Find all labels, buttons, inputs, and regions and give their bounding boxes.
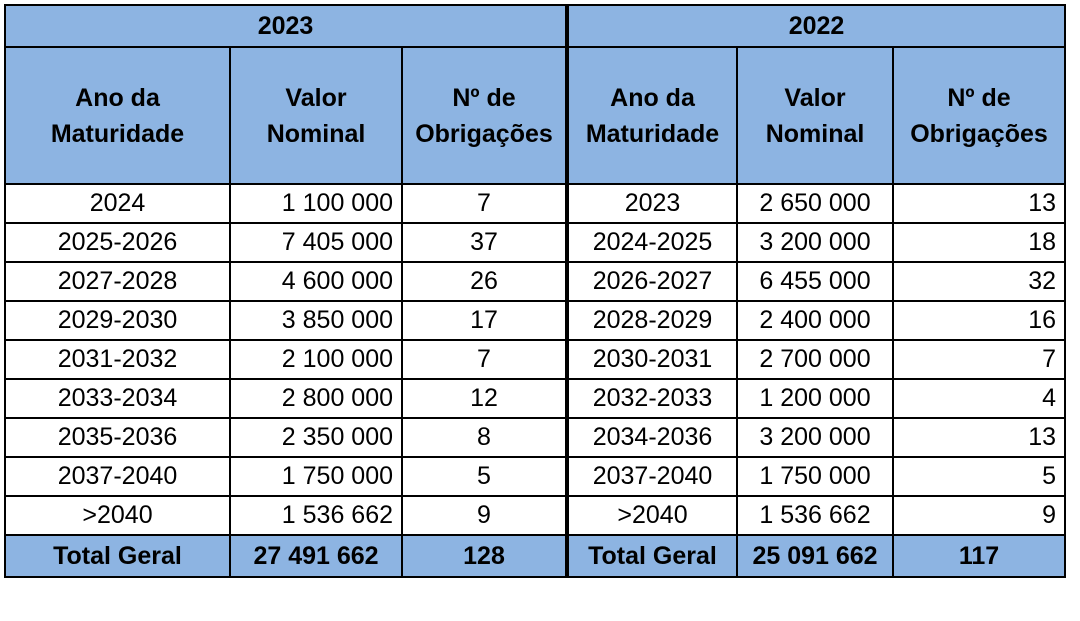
maturity-year-cell: >2040 — [565, 495, 738, 536]
total-label: Total Geral — [4, 534, 231, 578]
table-row: 2025-2026 7 405 000 37 2024-2025 3 200 000 18 — [4, 222, 1066, 263]
total-bond-count: 128 — [401, 534, 568, 578]
maturity-table: 2023 2022 Ano da Maturidade Valor Nomina… — [4, 4, 1066, 578]
maturity-year-cell: 2033-2034 — [4, 378, 231, 419]
bond-count-cell: 9 — [401, 495, 568, 536]
nominal-value-cell: 2 700 000 — [736, 339, 894, 380]
table-row: 2029-2030 3 850 000 17 2028-2029 2 400 000 16 — [4, 300, 1066, 341]
year-header-2022: 2022 — [565, 4, 1066, 48]
table-row: 2024 1 100 000 7 2023 2 650 000 13 — [4, 183, 1066, 224]
nominal-value-cell: 2 350 000 — [229, 417, 403, 458]
bond-count-cell: 32 — [892, 261, 1066, 302]
bond-count-cell: 13 — [892, 417, 1066, 458]
bond-count-cell: 7 — [401, 339, 568, 380]
total-label: Total Geral — [565, 534, 738, 578]
maturity-year-cell: 2028-2029 — [565, 300, 738, 341]
maturity-year-cell: 2032-2033 — [565, 378, 738, 419]
nominal-value-cell: 3 850 000 — [229, 300, 403, 341]
column-header-nominal-value: Valor Nominal — [736, 46, 894, 185]
nominal-value-cell: 2 650 000 — [736, 183, 894, 224]
bond-count-cell: 18 — [892, 222, 1066, 263]
table-row: >2040 1 536 662 9 >2040 1 536 662 9 — [4, 495, 1066, 536]
nominal-value-cell: 1 200 000 — [736, 378, 894, 419]
nominal-value-cell: 1 536 662 — [229, 495, 403, 536]
table-row: 2033-2034 2 800 000 12 2032-2033 1 200 000 4 — [4, 378, 1066, 419]
maturity-year-cell: 2034-2036 — [565, 417, 738, 458]
maturity-year-cell: 2030-2031 — [565, 339, 738, 380]
bond-count-cell: 8 — [401, 417, 568, 458]
column-header-maturity-year: Ano da Maturidade — [4, 46, 231, 185]
nominal-value-cell: 1 750 000 — [736, 456, 894, 497]
bond-count-cell: 13 — [892, 183, 1066, 224]
maturity-year-cell: 2035-2036 — [4, 417, 231, 458]
year-header-2023: 2023 — [4, 4, 568, 48]
maturity-year-cell: 2037-2040 — [565, 456, 738, 497]
bond-count-cell: 4 — [892, 378, 1066, 419]
nominal-value-cell: 3 200 000 — [736, 222, 894, 263]
maturity-year-cell: 2024 — [4, 183, 231, 224]
bond-count-cell: 17 — [401, 300, 568, 341]
column-header-bond-count: Nº de Obrigações — [401, 46, 568, 185]
nominal-value-cell: 6 455 000 — [736, 261, 894, 302]
maturity-table-container: 2023 2022 Ano da Maturidade Valor Nomina… — [4, 4, 1066, 578]
total-nominal-value: 25 091 662 — [736, 534, 894, 578]
maturity-year-cell: 2026-2027 — [565, 261, 738, 302]
total-row: Total Geral 27 491 662 128 Total Geral 2… — [4, 534, 1066, 578]
total-bond-count: 117 — [892, 534, 1066, 578]
bond-count-cell: 7 — [401, 183, 568, 224]
nominal-value-cell: 2 100 000 — [229, 339, 403, 380]
maturity-year-cell: >2040 — [4, 495, 231, 536]
nominal-value-cell: 7 405 000 — [229, 222, 403, 263]
bond-count-cell: 16 — [892, 300, 1066, 341]
table-row: 2037-2040 1 750 000 5 2037-2040 1 750 000 5 — [4, 456, 1066, 497]
nominal-value-cell: 1 750 000 — [229, 456, 403, 497]
maturity-year-cell: 2037-2040 — [4, 456, 231, 497]
maturity-year-cell: 2023 — [565, 183, 738, 224]
bond-count-cell: 7 — [892, 339, 1066, 380]
bond-count-cell: 12 — [401, 378, 568, 419]
total-nominal-value: 27 491 662 — [229, 534, 403, 578]
maturity-year-cell: 2025-2026 — [4, 222, 231, 263]
bond-count-cell: 26 — [401, 261, 568, 302]
bond-count-cell: 9 — [892, 495, 1066, 536]
maturity-year-cell: 2027-2028 — [4, 261, 231, 302]
bond-count-cell: 5 — [892, 456, 1066, 497]
column-header-maturity-year: Ano da Maturidade — [565, 46, 738, 185]
nominal-value-cell: 2 800 000 — [229, 378, 403, 419]
bond-count-cell: 5 — [401, 456, 568, 497]
maturity-year-cell: 2031-2032 — [4, 339, 231, 380]
maturity-year-cell: 2029-2030 — [4, 300, 231, 341]
column-header-nominal-value: Valor Nominal — [229, 46, 403, 185]
nominal-value-cell: 3 200 000 — [736, 417, 894, 458]
bond-count-cell: 37 — [401, 222, 568, 263]
nominal-value-cell: 1 100 000 — [229, 183, 403, 224]
column-header-bond-count: Nº de Obrigações — [892, 46, 1066, 185]
nominal-value-cell: 1 536 662 — [736, 495, 894, 536]
nominal-value-cell: 2 400 000 — [736, 300, 894, 341]
maturity-year-cell: 2024-2025 — [565, 222, 738, 263]
table-row: 2031-2032 2 100 000 7 2030-2031 2 700 000 7 — [4, 339, 1066, 380]
nominal-value-cell: 4 600 000 — [229, 261, 403, 302]
table-row: 2027-2028 4 600 000 26 2026-2027 6 455 000 32 — [4, 261, 1066, 302]
table-row: 2035-2036 2 350 000 8 2034-2036 3 200 000 13 — [4, 417, 1066, 458]
